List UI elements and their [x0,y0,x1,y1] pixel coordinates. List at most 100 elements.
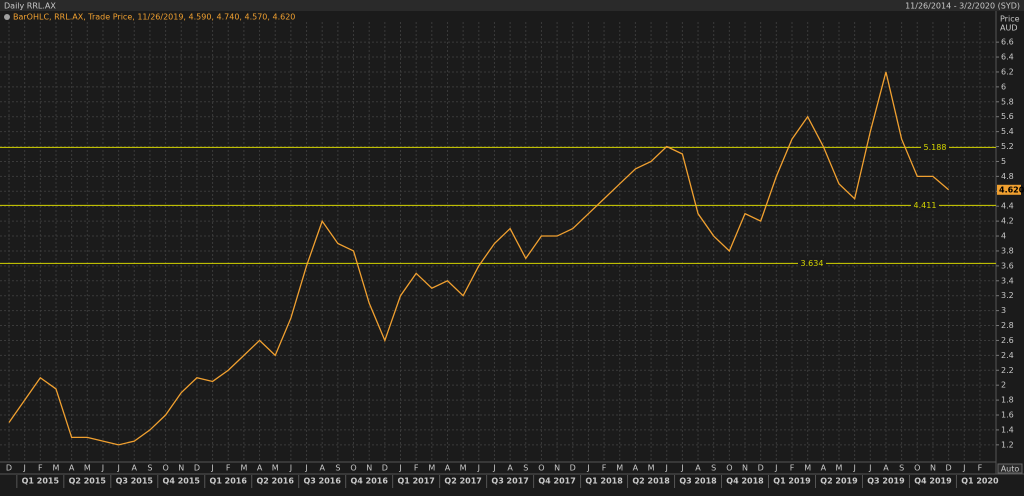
y-tick-label: 1.8 [1001,396,1014,405]
y-tick-label: 4 [1001,232,1006,241]
quarter-label: Q3 2016 [303,477,341,486]
x-tick-label: N [366,464,372,473]
x-tick-label: J [289,464,292,473]
x-tick-label: A [821,464,827,473]
y-tick-label: 3.8 [1001,246,1014,255]
y-tick-label: 6.6 [1001,38,1014,47]
y-tick-label: 1.6 [1001,411,1014,420]
x-tick-label: F [226,464,231,473]
y-tick-label: 3.6 [1001,261,1014,270]
x-tick-label: F [38,464,43,473]
quarter-label: Q2 2017 [444,477,481,486]
y-axis-label: Price [1000,15,1020,24]
quarter-label: Q2 2018 [632,477,670,486]
x-tick-label: F [790,464,795,473]
y-tick-label: 5.2 [1001,142,1014,151]
x-tick-label: O [350,464,356,473]
x-tick-label: J [868,464,871,473]
x-tick-label: D [758,464,764,473]
x-tick-label: M [272,464,279,473]
y-tick-label: 5.8 [1001,97,1014,106]
x-tick-label: D [946,464,952,473]
x-tick-label: M [240,464,247,473]
price-line [8,71,950,446]
x-tick-label: O [726,464,732,473]
x-tick-label: M [460,464,467,473]
quarter-label: Q1 2016 [210,477,248,486]
y-tick-label: 2 [1001,381,1006,390]
scale-button[interactable] [997,463,1023,474]
quarter-label: Q1 2019 [773,477,811,486]
x-tick-label: F [602,464,607,473]
quarter-label: Q2 2016 [257,477,295,486]
quarter-label: Q3 2017 [491,477,528,486]
quarter-label: Q4 2015 [163,477,201,486]
quarter-label: Q1 2018 [585,477,623,486]
x-tick-label: D [570,464,576,473]
quarter-label: Q2 2015 [69,477,107,486]
level-label: 3.634 [801,259,824,268]
x-tick-label: A [69,464,75,473]
x-tick-label: J [22,464,25,473]
level-label-bg [921,142,949,153]
x-tick-label: J [962,464,965,473]
x-tick-label: J [210,464,213,473]
header-bar [0,0,1024,11]
x-tick-label: N [930,464,936,473]
quarter-label: Q1 2020 [961,477,999,486]
quarter-label: Q2 2019 [820,477,858,486]
quarter-label: Q3 2019 [867,477,905,486]
x-tick-label: M [648,464,655,473]
x-tick-label: J [586,464,589,473]
scale-mode: Auto [1001,465,1020,474]
x-tick-label: N [178,464,184,473]
quarter-label: Q3 2018 [679,477,717,486]
quarter-label: Q3 2015 [116,477,154,486]
level-label: 4.411 [914,201,937,210]
x-tick-label: O [162,464,168,473]
x-tick-label: N [554,464,560,473]
y-tick-label: 2.4 [1001,351,1014,360]
y-tick-label: 2.6 [1001,336,1014,345]
x-tick-label: S [523,464,528,473]
level-label-bg [911,200,939,211]
y-tick-label: 6 [1001,82,1006,91]
x-tick-label: S [899,464,904,473]
x-tick-label: J [665,464,668,473]
quarter-label: Q4 2018 [726,477,764,486]
x-tick-label: A [507,464,513,473]
x-tick-label: F [414,464,419,473]
x-tick-label: D [382,464,388,473]
x-tick-label: J [304,464,307,473]
last-price-marker [997,184,1021,195]
last-price-label: 4.620 [999,185,1024,194]
level-label-bg [798,258,826,269]
x-tick-label: A [695,464,701,473]
y-axis-unit: AUD [1000,24,1018,33]
x-tick-label: O [538,464,544,473]
x-tick-label: M [804,464,811,473]
legend-text: BarOHLC, RRL.AX, Trade Price, 11/26/2019… [13,13,295,22]
quarter-label: Q4 2017 [538,477,575,486]
y-tick-label: 4.8 [1001,172,1014,181]
x-tick-label: J [398,464,401,473]
x-tick-label: O [914,464,920,473]
x-tick-label: J [116,464,119,473]
x-tick-label: J [680,464,683,473]
x-tick-label: J [477,464,480,473]
x-tick-label: A [257,464,263,473]
legend-icon[interactable] [4,14,10,20]
y-tick-label: 1.2 [1001,440,1014,449]
y-tick-label: 6.2 [1001,67,1014,76]
chart-title: Daily RRL.AX [4,2,56,11]
x-tick-label: M [616,464,623,473]
x-tick-label: F [978,464,983,473]
x-tick-label: N [742,464,748,473]
y-tick-label: 4.2 [1001,217,1014,226]
y-tick-label: 2.8 [1001,321,1014,330]
y-tick-label: 3 [1001,306,1006,315]
x-tick-label: A [319,464,325,473]
x-tick-label: M [84,464,91,473]
x-tick-label: A [883,464,889,473]
